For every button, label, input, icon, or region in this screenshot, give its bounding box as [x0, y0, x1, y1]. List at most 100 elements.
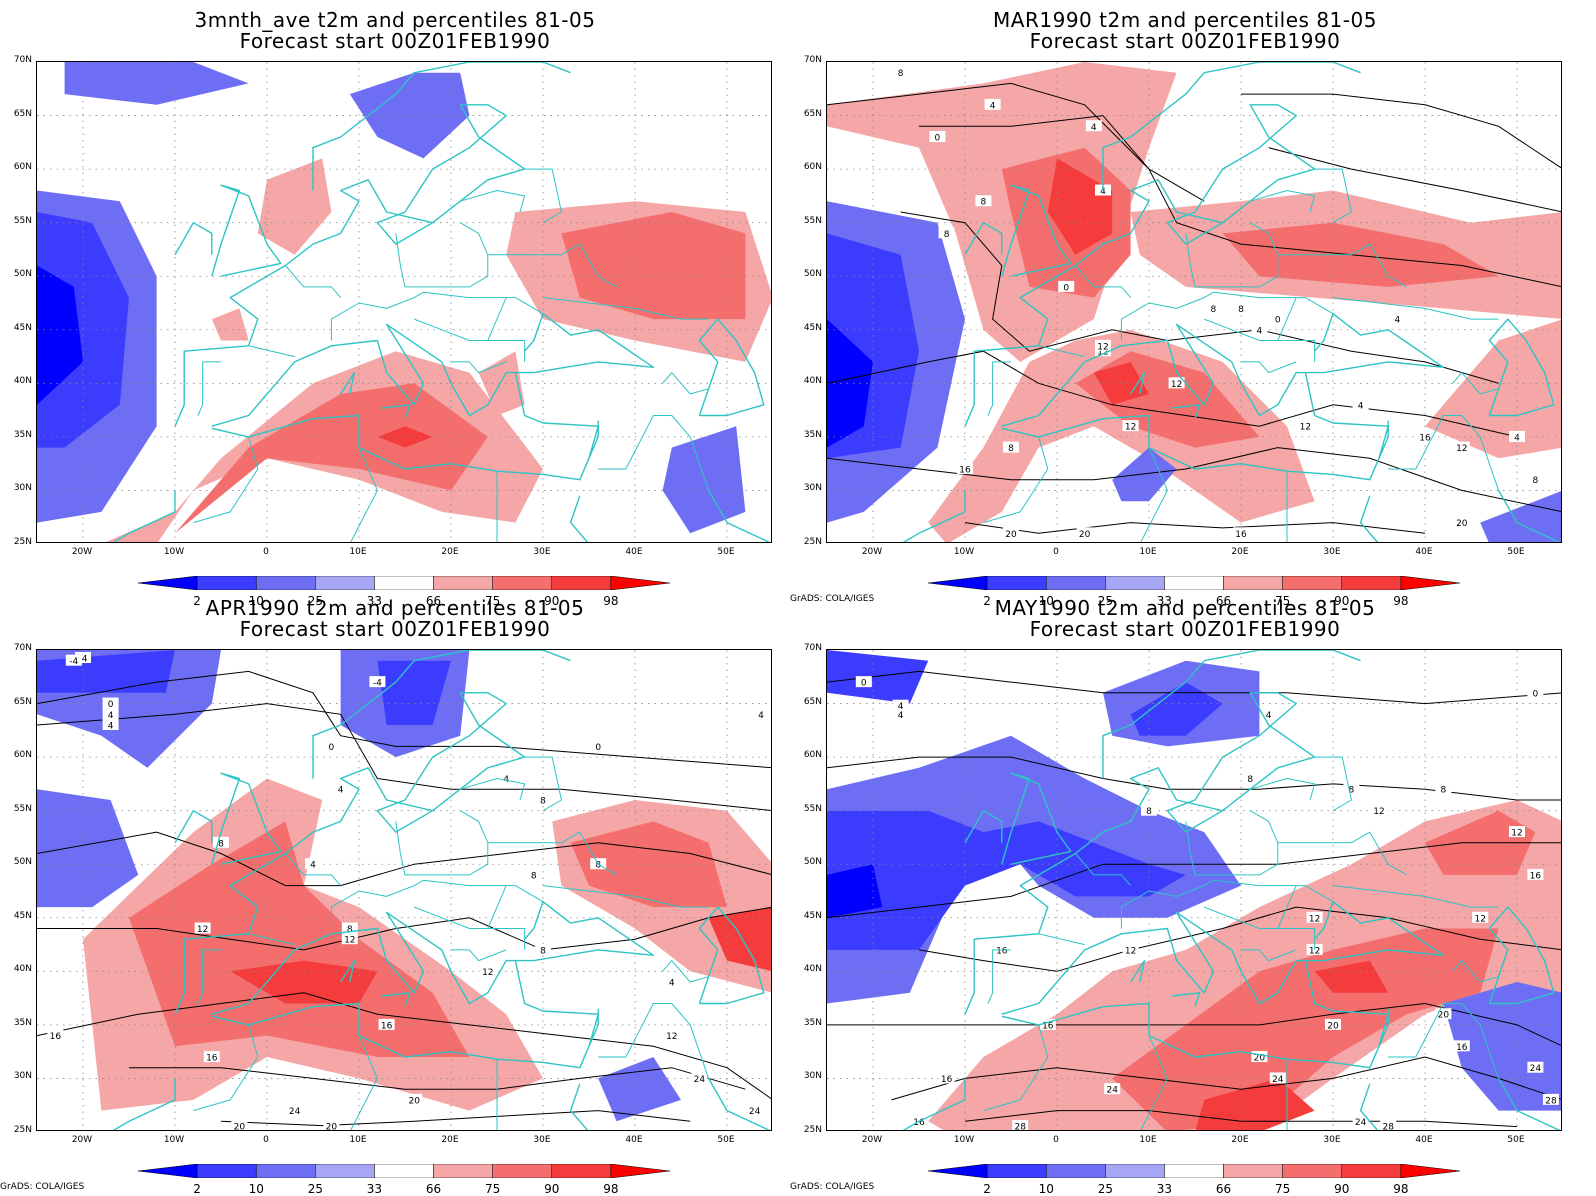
latitude-tick-label: 35N: [13, 429, 32, 440]
isotherm-contour: [37, 992, 771, 1100]
panel-title: MAY1990 t2m and percentiles 81-05: [994, 596, 1376, 620]
contour-label: 8: [898, 69, 904, 79]
percentile-shading: [827, 650, 929, 704]
contour-label-bg: [1472, 911, 1489, 923]
colorbar-tick-label: 2: [193, 1182, 201, 1196]
colorbar-tick-label: 25: [307, 1182, 323, 1196]
country-border: [487, 831, 617, 876]
colorbar-segment: [1400, 576, 1460, 590]
longitude-tick-label: 10W: [953, 547, 975, 557]
colorbar-segment: [138, 1164, 198, 1178]
contour-label: 8: [981, 198, 987, 208]
contour-label-bg: [1417, 430, 1433, 442]
colorbar-segment: [1282, 1164, 1343, 1178]
contour-label-bg: [1260, 708, 1277, 720]
longitude-tick-label: 30E: [533, 1135, 551, 1145]
contour-label-bg: [1509, 430, 1525, 442]
country-border: [1038, 345, 1085, 358]
contour-label-bg: [691, 1072, 708, 1084]
colorbar-tick-label: 98: [1393, 1182, 1409, 1196]
percentile-shading: [211, 308, 249, 341]
map-panel-3month: 3mnth_ave t2m and percentiles 81-05 Fore…: [0, 0, 790, 608]
contour-label-bg: [1453, 516, 1470, 528]
isotherm-contour: [129, 1067, 746, 1090]
country-border: [1452, 372, 1499, 395]
percentile-shading: [1112, 447, 1177, 502]
panel-subtitle: Forecast start 00Z01FEB1990: [1029, 617, 1341, 641]
contour-label: 8: [1533, 476, 1539, 486]
contour-label: 20: [1079, 530, 1091, 540]
latitude-tick-label: 70N: [803, 55, 822, 65]
isotherm-contour: [827, 447, 1561, 512]
contour-label: 8: [540, 946, 546, 956]
country-border: [542, 297, 709, 320]
coastline: [698, 906, 765, 1005]
coastline: [1488, 318, 1555, 417]
longitude-tick-label: 10W: [163, 1135, 185, 1145]
isotherm-contour: [827, 842, 1561, 919]
contour-label-bg: [231, 1120, 248, 1130]
contour-label-bg: [746, 1104, 763, 1116]
contour-label-bg: [1003, 441, 1019, 453]
latitude-tick-label: 30N: [13, 483, 32, 494]
longitude-tick-label: 30E: [1323, 547, 1341, 557]
longitude-tick-label: 0: [1053, 1135, 1059, 1145]
contour-label-bg: [323, 1120, 340, 1130]
latitude-tick-label: 45N: [13, 910, 32, 921]
latitude-tick-label: 65N: [13, 108, 32, 119]
contour-label-bg: [1251, 1051, 1268, 1063]
country-border: [1204, 318, 1316, 362]
colorbar-tick-label: 98: [603, 1182, 619, 1196]
coastline: [1497, 1078, 1561, 1130]
contour-label-bg: [75, 652, 91, 663]
coastline: [1130, 959, 1146, 983]
percentile-shading: [64, 62, 249, 105]
coastline: [174, 810, 213, 844]
longitude-tick-label: 20E: [1231, 1135, 1249, 1145]
coastline: [381, 992, 411, 1007]
colorbar: [138, 576, 670, 590]
colorbar-tick-label: 10: [248, 1182, 264, 1196]
country-border: [1038, 933, 1085, 946]
isotherm-contour: [1268, 147, 1561, 213]
contour-label: 4: [990, 101, 996, 111]
colorbar-tick-label: 75: [1275, 594, 1291, 608]
contour-label-bg: [1352, 398, 1369, 410]
longitude-tick-label: 40E: [625, 547, 643, 557]
contour-label-bg: [1297, 420, 1314, 432]
contour-label-bg: [938, 1072, 955, 1084]
contour-label-bg: [929, 130, 946, 142]
contour-label: 16: [1456, 1043, 1468, 1053]
percentile-shading: [129, 821, 470, 1057]
colorbar: [928, 576, 1460, 590]
percentile-shading: [1195, 1078, 1315, 1130]
colorbar-tick-label: 66: [1215, 1182, 1232, 1196]
colorbar-segment: [433, 1164, 493, 1178]
colorbar-segment: [551, 1164, 612, 1178]
percentile-shading: [37, 265, 83, 405]
longitude-tick-label: 50E: [717, 547, 735, 557]
contour-label: 0: [935, 133, 941, 143]
latitude-tick-label: 40N: [13, 376, 32, 387]
contour-label-bg: [194, 922, 211, 934]
contour-label-bg: [663, 1029, 680, 1041]
country-border: [193, 1024, 259, 1112]
contour-label-bg: [753, 708, 769, 720]
contour-label-bg: [102, 718, 119, 730]
longitude-tick-label: 0: [263, 1135, 269, 1145]
contour-label-bg: [1453, 1040, 1470, 1052]
latitude-tick-label: 45N: [803, 910, 822, 921]
latitude-tick-label: 70N: [13, 643, 32, 653]
country-border: [1120, 291, 1334, 341]
country-border: [197, 361, 221, 416]
contour-label: 20: [234, 1123, 246, 1132]
colorbar-tick-label: 10: [1038, 594, 1054, 608]
country-border: [193, 436, 259, 524]
contour-label: 20: [1327, 1021, 1339, 1031]
country-border: [1250, 190, 1316, 213]
country-border: [460, 190, 526, 213]
coastline: [707, 1078, 771, 1130]
coastline: [174, 222, 213, 256]
longitude-tick-label: 20E: [441, 547, 459, 557]
